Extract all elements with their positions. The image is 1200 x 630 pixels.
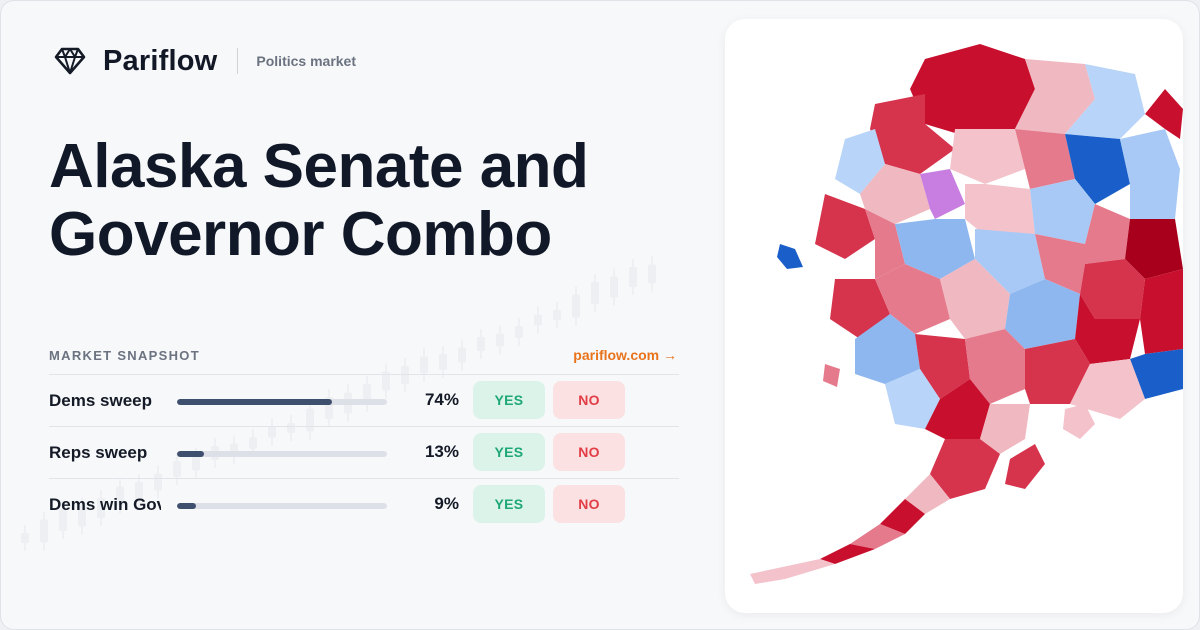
brand-tagline: Politics market	[256, 53, 357, 69]
outcome-label: Dems sweep	[49, 391, 152, 410]
snapshot-header: MARKET SNAPSHOT pariflow.com →	[49, 347, 679, 367]
yes-button[interactable]: YES	[473, 433, 545, 471]
probability-value: 74%	[424, 390, 459, 409]
probability-bar-fill	[177, 503, 196, 509]
background-candlestick-chart	[21, 256, 656, 551]
snapshot-label: MARKET SNAPSHOT	[49, 348, 200, 363]
diamond-icon	[53, 44, 87, 78]
market-row: Dems win Governor 9% YES NO	[49, 478, 679, 530]
probability-value: 13%	[424, 442, 459, 461]
market-row: Reps sweep 13% YES NO	[49, 426, 679, 478]
brand-divider	[237, 48, 239, 74]
yes-button[interactable]: YES	[473, 381, 545, 419]
probability-bar-fill	[177, 451, 205, 457]
yes-button[interactable]: YES	[473, 485, 545, 523]
brand-header: Pariflow Politics market	[53, 41, 356, 81]
probability-bar-fill	[177, 399, 333, 405]
probability-bar	[177, 451, 387, 457]
alaska-district-map	[750, 44, 1183, 584]
no-button[interactable]: NO	[553, 381, 625, 419]
no-button[interactable]: NO	[553, 485, 625, 523]
probability-value: 9%	[434, 494, 459, 513]
alaska-map-panel	[725, 19, 1183, 613]
no-button[interactable]: NO	[553, 433, 625, 471]
brand-name: Pariflow	[103, 44, 218, 77]
market-row: Dems sweep 74% YES NO	[49, 374, 679, 426]
probability-bar	[177, 399, 387, 405]
outcome-label: Dems win Governor	[49, 495, 161, 514]
market-title: Alaska Senate and Governor Combo	[49, 132, 589, 269]
site-link[interactable]: pariflow.com →	[573, 347, 677, 363]
probability-bar	[177, 503, 387, 509]
outcome-label: Reps sweep	[49, 443, 148, 462]
